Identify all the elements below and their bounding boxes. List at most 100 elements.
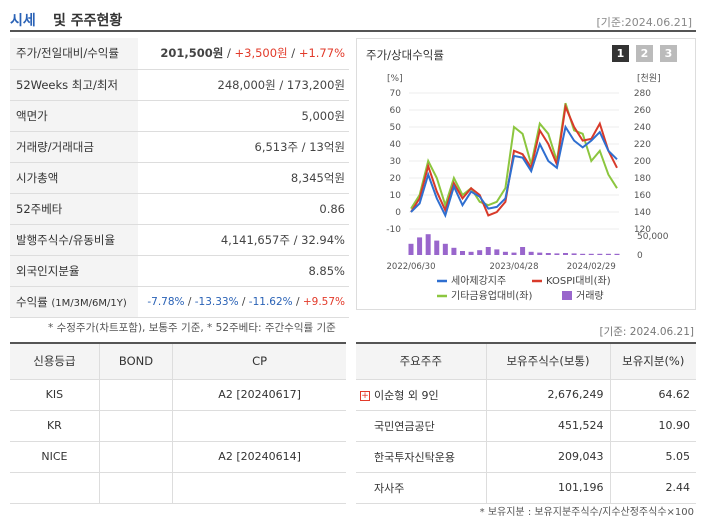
volume-bar xyxy=(451,247,457,255)
right-axis-tick: 180 xyxy=(634,174,651,184)
left-axis-unit: [%] xyxy=(387,74,403,84)
x-axis-tick: 2024/02/29 xyxy=(567,262,616,272)
holders-header: 보유주식수(보통) xyxy=(485,342,610,380)
summary-value: 201,500원 / +3,500원 / +1.77% xyxy=(138,38,349,70)
summary-row-mcap: 시가총액 8,345억원 xyxy=(10,162,349,194)
summary-row-beta: 52주베타 0.86 xyxy=(10,193,349,225)
summary-row-volume: 거래량/거래대금 6,513주 / 13억원 xyxy=(10,131,349,163)
price-chart-panel: 주가/상대수익률 1 2 3 [%] [천원] 50,000 0 -10 0 10 2… xyxy=(356,38,696,310)
holder-row: 자사주 101,196 2.44 xyxy=(356,472,696,504)
holder-row: 국민연금공단 451,524 10.90 xyxy=(356,410,696,442)
volume-bar xyxy=(597,253,603,255)
holder-name: 한국투자신탁운용 xyxy=(374,450,455,464)
legend-swatch xyxy=(562,291,572,300)
volume-bar xyxy=(434,240,440,255)
volume-bar xyxy=(588,253,594,255)
holder-row: 한국투자신탁운용 209,043 5.05 xyxy=(356,441,696,473)
summary-label: 수익률 (1M/3M/6M/1Y) xyxy=(10,286,138,318)
volume-bar xyxy=(605,253,611,255)
left-axis-tick: 50 xyxy=(390,123,402,133)
holder-row: + 이순형 외 9인 2,676,249 64.62 xyxy=(356,379,696,411)
left-axis-tick: -10 xyxy=(386,225,401,235)
section-title-main: 시세 xyxy=(10,13,36,29)
holder-pct: 64.62 xyxy=(609,379,696,411)
volume-bar xyxy=(554,253,560,255)
volume-bar xyxy=(477,250,483,255)
right-axis-tick: 280 xyxy=(634,89,651,99)
chart-page-2-button[interactable]: 2 xyxy=(636,45,653,62)
holder-name-cell: 자사주 xyxy=(356,472,486,504)
left-axis-tick: 40 xyxy=(390,140,402,150)
right-axis-tick: 240 xyxy=(634,123,651,133)
holder-name-cell: 한국투자신탁운용 xyxy=(356,441,486,473)
right-axis-tick: 140 xyxy=(634,208,651,218)
summary-label: 거래량/거래대금 xyxy=(10,131,138,163)
x-axis-tick: 2022/06/30 xyxy=(387,262,436,272)
holder-pct: 2.44 xyxy=(609,472,696,504)
holder-name: 국민연금공단 xyxy=(374,419,435,433)
summary-label: 주가/전일대비/수익률 xyxy=(10,38,138,70)
volume-bar xyxy=(511,252,517,255)
summary-value: 248,000원 / 173,200원 xyxy=(138,69,349,101)
summary-label: 시가총액 xyxy=(10,162,138,194)
return-6m: -11.62% xyxy=(248,295,293,308)
volume-bar xyxy=(408,243,414,255)
holder-shares: 2,676,249 xyxy=(485,379,610,411)
major-shareholders-table: 주요주주 보유주식수(보통) 보유지분(%) + 이순형 외 9인 2,676,2… xyxy=(356,342,696,504)
volume-bar xyxy=(442,243,448,255)
return-3m: -13.33% xyxy=(194,295,239,308)
volume-bar xyxy=(537,252,543,255)
summary-row-price: 주가/전일대비/수익률 201,500원 / +3,500원 / +1.77% xyxy=(10,38,349,70)
series-line xyxy=(410,124,618,219)
price-value: 201,500원 xyxy=(160,46,224,61)
right-axis-tick: 120 xyxy=(634,225,651,235)
separator: / xyxy=(287,46,299,61)
holders-reference-date: [기준: 2024.06.21] xyxy=(599,326,694,338)
separator: / xyxy=(184,295,195,308)
left-axis-tick: 10 xyxy=(390,191,402,201)
credit-cp xyxy=(172,472,346,504)
credit-agency xyxy=(10,472,100,504)
credit-header-row: 신용등급 BOND CP xyxy=(10,342,346,380)
left-axis-tick: 0 xyxy=(395,208,401,218)
credit-agency: NICE xyxy=(10,441,100,473)
holder-name-cell: 국민연금공단 xyxy=(356,410,486,442)
summary-row-return: 수익률 (1M/3M/6M/1Y) -7.78% / -13.33% / -11… xyxy=(10,286,349,318)
holder-name-cell: + 이순형 외 9인 xyxy=(356,379,486,411)
price-change-pct: +1.77% xyxy=(298,46,345,61)
volume-bar xyxy=(494,249,500,255)
credit-rating-table: 신용등급 BOND CP KIS A2 [20240617] KR NICE A… xyxy=(10,342,346,504)
summary-footnote: * 수정주가(차트포함), 보통주 기준, * 52주베타: 주간수익률 기준 xyxy=(48,322,336,334)
right-axis-tick: 260 xyxy=(634,106,651,116)
legend-label: KOSPI대비(좌) xyxy=(546,275,611,287)
section-header: 시세 및 주주현황 [기준:2024.06.21] xyxy=(10,8,696,32)
credit-agency: KR xyxy=(10,410,100,442)
holder-shares: 209,043 xyxy=(485,441,610,473)
volume-bar xyxy=(563,253,568,255)
volume-bar xyxy=(528,251,534,255)
separator: / xyxy=(292,295,303,308)
summary-value: 5,000원 xyxy=(138,100,349,132)
summary-label: 52주베타 xyxy=(10,193,138,225)
expand-plus-icon[interactable]: + xyxy=(360,390,370,401)
volume-axis-tick: 50,000 xyxy=(637,232,669,242)
summary-row-par: 액면가 5,000원 xyxy=(10,100,349,132)
summary-value: 4,141,657주 / 32.94% xyxy=(138,224,349,256)
credit-bond xyxy=(98,472,173,504)
chart-page-1-button[interactable]: 1 xyxy=(612,45,629,62)
return-1y: +9.57% xyxy=(302,295,345,308)
separator: / xyxy=(223,46,235,61)
right-axis-tick: 220 xyxy=(634,140,651,150)
legend-label: 세아제강지주 xyxy=(451,275,506,287)
summary-label: 발행주식수/유동비율 xyxy=(10,224,138,256)
credit-bond xyxy=(98,379,173,411)
credit-header: 신용등급 xyxy=(10,342,100,380)
volume-bar xyxy=(425,234,431,255)
left-axis-tick: 20 xyxy=(390,174,402,184)
chart-page-3-button[interactable]: 3 xyxy=(660,45,677,62)
volume-bar xyxy=(485,247,491,255)
legend-label: 거래량 xyxy=(576,290,604,302)
return-1m: -7.78% xyxy=(147,295,185,308)
x-axis-tick: 2023/04/28 xyxy=(490,262,539,272)
summary-label: 외국인지분율 xyxy=(10,255,138,287)
